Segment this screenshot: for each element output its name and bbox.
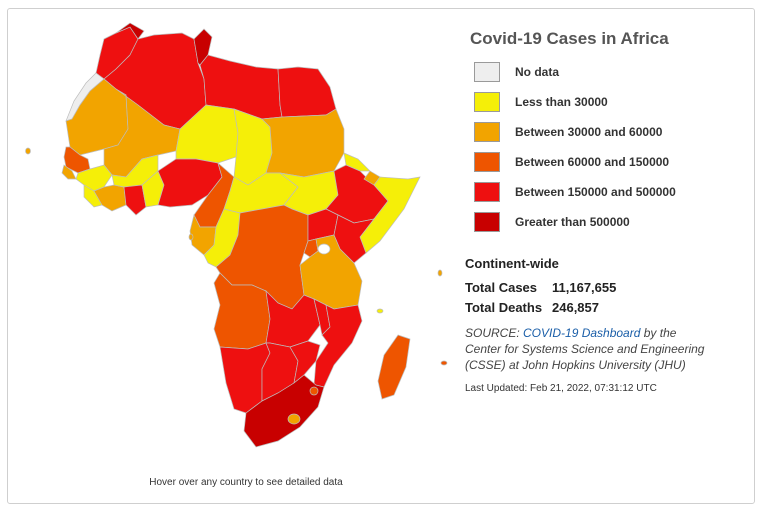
legend-item: No data [474, 57, 676, 87]
country-ghana[interactable] [123, 184, 147, 216]
continent-stats: Continent-wide Total Cases 11,167,655 To… [465, 256, 616, 317]
country-sudan[interactable] [261, 108, 345, 178]
country-eritrea[interactable] [343, 152, 371, 172]
country-comoros[interactable] [376, 308, 384, 314]
total-cases-value: 11,167,655 [552, 279, 617, 295]
legend-label: Greater than 500000 [515, 215, 630, 229]
africa-map-svg[interactable] [8, 9, 448, 489]
total-cases-row: Total Cases 11,167,655 [465, 277, 616, 297]
legend-item: Greater than 500000 [474, 207, 676, 237]
country-seychelles[interactable] [437, 269, 443, 277]
total-deaths-row: Total Deaths 246,857 [465, 297, 616, 317]
source-prefix: SOURCE: [465, 326, 524, 340]
legend-item: Between 30000 and 60000 [474, 117, 676, 147]
legend-swatch [474, 182, 500, 202]
total-deaths-label: Total Deaths [465, 299, 543, 315]
legend-swatch [474, 62, 500, 82]
country-niger[interactable] [175, 104, 239, 164]
legend-label: No data [515, 65, 560, 79]
source-suffix: by the Center for Systems Science and En… [465, 326, 705, 372]
country-eswatini[interactable] [309, 386, 319, 396]
country-egypt[interactable] [277, 66, 337, 118]
source-note: SOURCE: COVID-19 Dashboard by the Center… [465, 325, 715, 373]
last-updated: Last Updated: Feb 21, 2022, 07:31:12 UTC [465, 383, 657, 394]
country-lesotho[interactable] [287, 413, 301, 425]
source-link[interactable]: COVID-19 Dashboard [523, 326, 641, 340]
stats-heading: Continent-wide [465, 256, 559, 271]
country-south-africa[interactable] [243, 374, 325, 448]
legend-item: Less than 30000 [474, 87, 676, 117]
map-panel: Hover over any country to see detailed d… [7, 8, 755, 504]
legend-label: Between 60000 and 150000 [515, 155, 670, 169]
legend-label: Between 30000 and 60000 [515, 125, 663, 139]
legend-title: Covid-19 Cases in Africa [470, 29, 669, 48]
legend-swatch [474, 122, 500, 142]
africa-map[interactable]: Hover over any country to see detailed d… [8, 9, 448, 489]
country-morocco-north[interactable] [115, 22, 145, 40]
country-mauritius[interactable] [440, 360, 448, 366]
legend-label: Between 150000 and 500000 [515, 185, 676, 199]
legend-swatch [474, 152, 500, 172]
country-guinea-bissau[interactable] [61, 164, 77, 180]
legend-swatch [474, 212, 500, 232]
legend-label: Less than 30000 [515, 95, 608, 109]
country-ivory-coast[interactable] [93, 184, 127, 212]
legend: No data Less than 30000 Between 30000 an… [474, 57, 676, 237]
country-madagascar[interactable] [377, 334, 411, 400]
legend-item: Between 60000 and 150000 [474, 147, 676, 177]
country-zambia[interactable] [265, 290, 321, 348]
hover-hint: Hover over any country to see detailed d… [149, 477, 343, 488]
country-cape-verde[interactable] [25, 147, 31, 155]
lake-victoria [317, 243, 331, 255]
legend-swatch [474, 92, 500, 112]
country-liberia[interactable] [83, 184, 103, 208]
country-zimbabwe[interactable] [289, 340, 321, 384]
legend-item: Between 150000 and 500000 [474, 177, 676, 207]
country-sao-tome[interactable] [188, 233, 194, 241]
total-cases-label: Total Cases [465, 279, 538, 295]
total-deaths-value: 246,857 [552, 299, 599, 315]
